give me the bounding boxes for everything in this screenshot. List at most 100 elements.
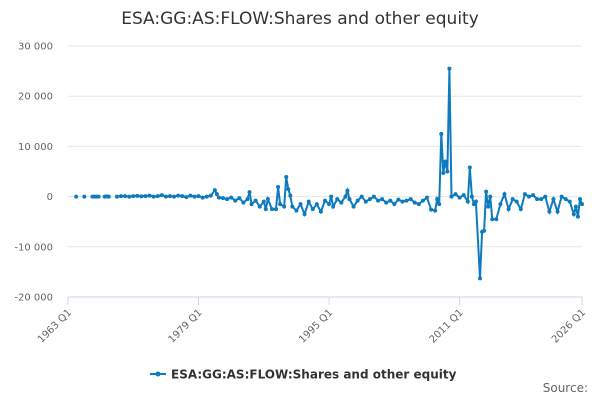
data-point — [221, 196, 225, 200]
data-point — [551, 197, 555, 201]
data-point — [564, 197, 568, 201]
data-point — [241, 201, 245, 205]
data-point — [286, 187, 290, 191]
data-point — [556, 210, 560, 214]
data-point — [572, 212, 576, 216]
data-point — [148, 194, 152, 198]
data-point — [107, 195, 111, 199]
data-point — [490, 217, 494, 221]
data-point — [299, 202, 303, 206]
data-point — [329, 195, 333, 199]
data-point — [164, 195, 168, 199]
data-point — [245, 197, 249, 201]
data-point — [270, 207, 274, 211]
x-tick-label: 1979 Q1 — [167, 307, 205, 345]
data-point — [417, 202, 421, 206]
data-point — [576, 215, 580, 219]
data-point — [409, 197, 413, 201]
data-point — [519, 207, 523, 211]
data-point — [462, 193, 466, 197]
data-point — [421, 199, 425, 203]
y-tick-label: 10 000 — [18, 142, 53, 153]
data-point — [458, 196, 462, 200]
data-point — [498, 202, 502, 206]
legend-marker — [156, 372, 161, 377]
data-point — [380, 197, 384, 201]
data-point — [144, 194, 148, 198]
data-point — [543, 195, 547, 199]
data-point — [439, 132, 443, 136]
data-point — [201, 196, 205, 200]
data-point — [494, 217, 498, 221]
legend-label: ESA:GG:AS:FLOW:Shares and other equity — [171, 368, 457, 382]
data-point — [347, 197, 351, 201]
data-point — [131, 194, 135, 198]
y-tick-label: 0 — [47, 192, 53, 203]
data-point — [356, 199, 360, 203]
data-point — [429, 208, 433, 212]
y-tick-label: -10 000 — [14, 242, 53, 253]
data-point — [580, 202, 584, 206]
data-point — [290, 205, 294, 209]
data-point — [115, 195, 119, 199]
data-point — [396, 198, 400, 202]
data-point — [225, 197, 229, 201]
data-point — [184, 195, 188, 199]
data-point — [568, 200, 572, 204]
data-point — [578, 197, 582, 201]
data-point — [484, 190, 488, 194]
data-point — [468, 165, 472, 169]
data-point — [388, 199, 392, 203]
data-point — [345, 189, 349, 193]
y-tick-label: 30 000 — [18, 42, 53, 53]
data-point — [276, 185, 280, 189]
data-point — [574, 205, 578, 209]
data-point — [282, 205, 286, 209]
data-point — [209, 194, 213, 198]
data-point — [307, 200, 311, 204]
x-tick-label: 1995 Q1 — [297, 307, 335, 345]
data-point — [425, 196, 429, 200]
data-point — [531, 193, 535, 197]
data-point — [441, 171, 445, 175]
data-point — [123, 194, 127, 198]
data-point — [160, 193, 164, 197]
data-point — [376, 199, 380, 203]
data-point — [435, 197, 439, 201]
data-point — [229, 196, 233, 200]
data-point — [547, 210, 551, 214]
data-point — [288, 194, 292, 198]
y-tick-label: -20 000 — [14, 293, 53, 304]
data-point — [262, 200, 266, 204]
data-point — [360, 195, 364, 199]
data-point — [135, 194, 139, 198]
x-tick-label: 1963 Q1 — [36, 307, 74, 345]
data-point — [74, 195, 78, 199]
data-point — [560, 195, 564, 199]
data-point — [445, 170, 449, 174]
data-point — [180, 194, 184, 198]
data-point — [486, 205, 490, 209]
data-point — [127, 195, 131, 199]
data-point — [303, 212, 307, 216]
data-point — [368, 197, 372, 201]
data-point — [213, 188, 217, 192]
data-point — [454, 192, 458, 196]
data-point — [443, 159, 447, 163]
data-point — [197, 194, 201, 198]
data-point — [339, 201, 343, 205]
data-point — [470, 195, 474, 199]
data-point — [384, 201, 388, 205]
y-tick-label: 20 000 — [18, 92, 53, 103]
data-point — [205, 195, 209, 199]
data-point — [278, 202, 282, 206]
data-point — [449, 195, 453, 199]
data-point — [176, 194, 180, 198]
x-tick-label: 2026 Q1 — [550, 307, 588, 345]
data-point — [274, 207, 278, 211]
data-point — [323, 199, 327, 203]
data-point — [474, 200, 478, 204]
data-point — [250, 202, 254, 206]
data-point — [364, 200, 368, 204]
